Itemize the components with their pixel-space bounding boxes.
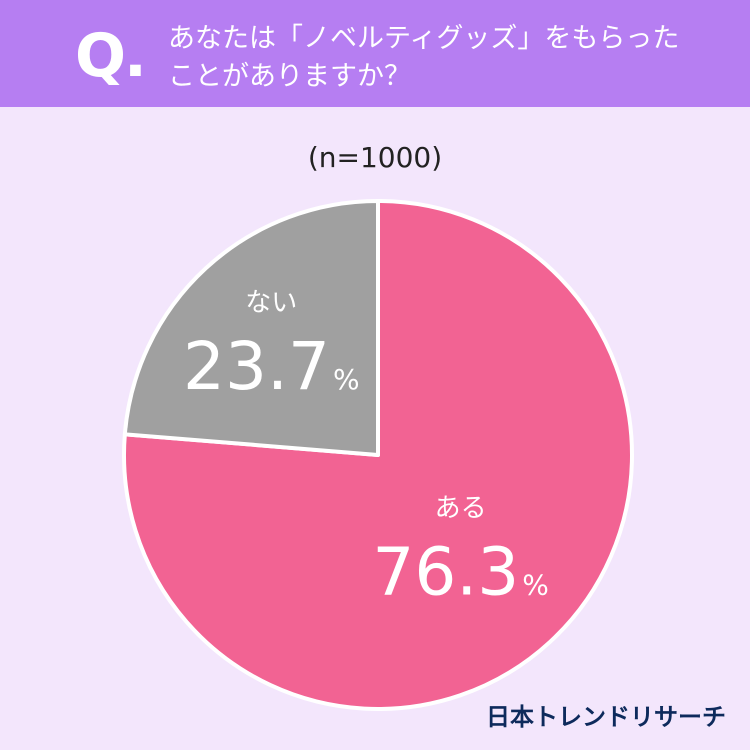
- question-mark: Q.: [75, 21, 147, 91]
- slice-label-1: ない: [245, 288, 297, 318]
- slice-value-1: 23.7%: [183, 328, 360, 405]
- pie-slice-1: [122, 199, 380, 457]
- slice-value-0: 76.3%: [372, 534, 549, 611]
- sample-size: (n=1000): [307, 141, 443, 174]
- header-bar: Q. あなたは「ノベルティグッズ」をもらった ことがありますか？: [0, 0, 750, 107]
- question-text: あなたは「ノベルティグッズ」をもらった ことがありますか？: [168, 23, 680, 92]
- brand-logo: 日本トレンドリサーチ: [486, 703, 726, 731]
- slice-label-0: ある: [435, 494, 487, 524]
